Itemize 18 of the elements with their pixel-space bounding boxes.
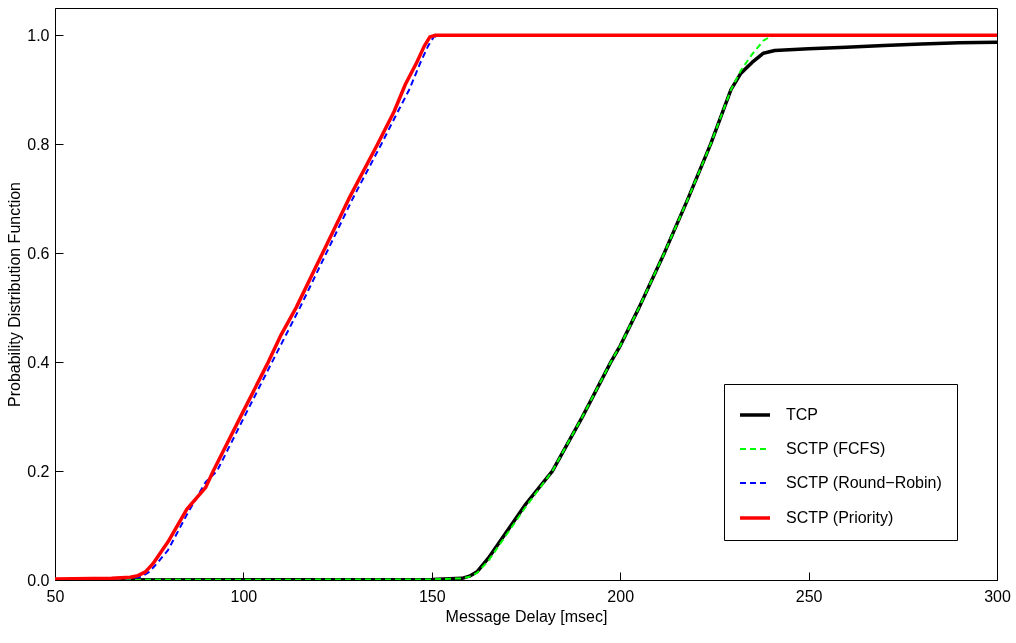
legend-label: SCTP (FCFS)	[786, 440, 886, 457]
x-tick-label: 250	[795, 587, 823, 605]
legend-label: SCTP (Priority)	[786, 509, 894, 526]
x-axis-title: Message Delay [msec]	[445, 607, 608, 625]
legend-label: TCP	[786, 406, 818, 423]
x-tick-label: 150	[418, 587, 446, 605]
x-tick-label: 300	[984, 587, 1011, 605]
y-axis-title: Probability Distribution Function	[6, 182, 24, 407]
y-tick-label: 0.2	[27, 462, 50, 480]
y-tick-label: 0.4	[27, 353, 50, 371]
x-tick-label: 100	[230, 587, 258, 605]
y-tick-label: 0.8	[27, 135, 50, 153]
x-tick-label: 50	[46, 587, 65, 605]
y-tick-label: 1.0	[27, 26, 50, 44]
legend-label: SCTP (Round−Robin)	[786, 474, 942, 491]
y-tick-label: 0.0	[27, 571, 50, 589]
x-tick-label: 200	[607, 587, 635, 605]
y-tick-label: 0.6	[27, 244, 50, 262]
